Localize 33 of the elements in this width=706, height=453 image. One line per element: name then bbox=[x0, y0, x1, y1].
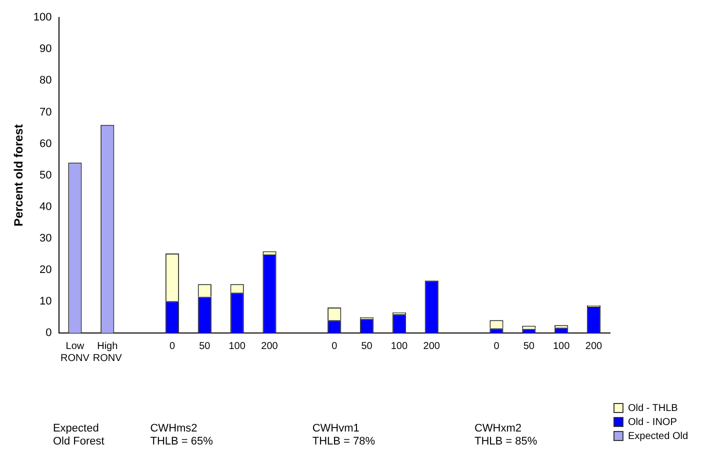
y-tick-label: 60 bbox=[40, 138, 52, 150]
x-tick-label: Low RONV bbox=[60, 340, 90, 364]
x-tick-label: 100 bbox=[552, 340, 570, 352]
x-tick-label: 200 bbox=[585, 340, 603, 352]
x-tick-label: 0 bbox=[332, 340, 338, 352]
legend-label: Old - INOP bbox=[628, 416, 678, 428]
text: CWHxm2 THLB = 85% bbox=[474, 422, 538, 448]
x-tick-label: 200 bbox=[261, 340, 278, 352]
legend-label: Expected Old bbox=[628, 430, 688, 442]
x-tick-label: 100 bbox=[228, 340, 246, 352]
y-tick-label: 0 bbox=[46, 327, 52, 340]
x-tick-label: High RONV bbox=[92, 340, 122, 364]
x-tick-label: 200 bbox=[423, 340, 440, 352]
x-tick-label: 50 bbox=[523, 340, 535, 352]
y-axis-title: Percent old forest bbox=[12, 124, 26, 226]
x-tick-label: 50 bbox=[361, 340, 373, 352]
x-tick-label: 0 bbox=[169, 340, 176, 352]
y-tick-label: 100 bbox=[33, 12, 52, 24]
x-tick-label: 50 bbox=[199, 340, 211, 352]
y-tick-label: 90 bbox=[40, 43, 52, 56]
y-tick-label: 40 bbox=[40, 200, 52, 213]
y-tick-label: 80 bbox=[40, 74, 52, 87]
y-tick-label: 50 bbox=[40, 169, 52, 182]
y-tick-label: 30 bbox=[40, 232, 52, 244]
y-tick-label: 70 bbox=[40, 106, 52, 118]
y-tick-label: 20 bbox=[40, 264, 52, 276]
legend-label: Old - THLB bbox=[628, 402, 678, 414]
text: CWHms2 THLB = 65% bbox=[150, 422, 214, 448]
x-tick-label: 0 bbox=[494, 340, 500, 352]
y-tick-label: 10 bbox=[40, 295, 52, 308]
text: Expected Old Forest bbox=[52, 422, 104, 448]
x-tick-label: 100 bbox=[390, 340, 408, 352]
text: CWHvm1 THLB = 78% bbox=[312, 422, 376, 448]
